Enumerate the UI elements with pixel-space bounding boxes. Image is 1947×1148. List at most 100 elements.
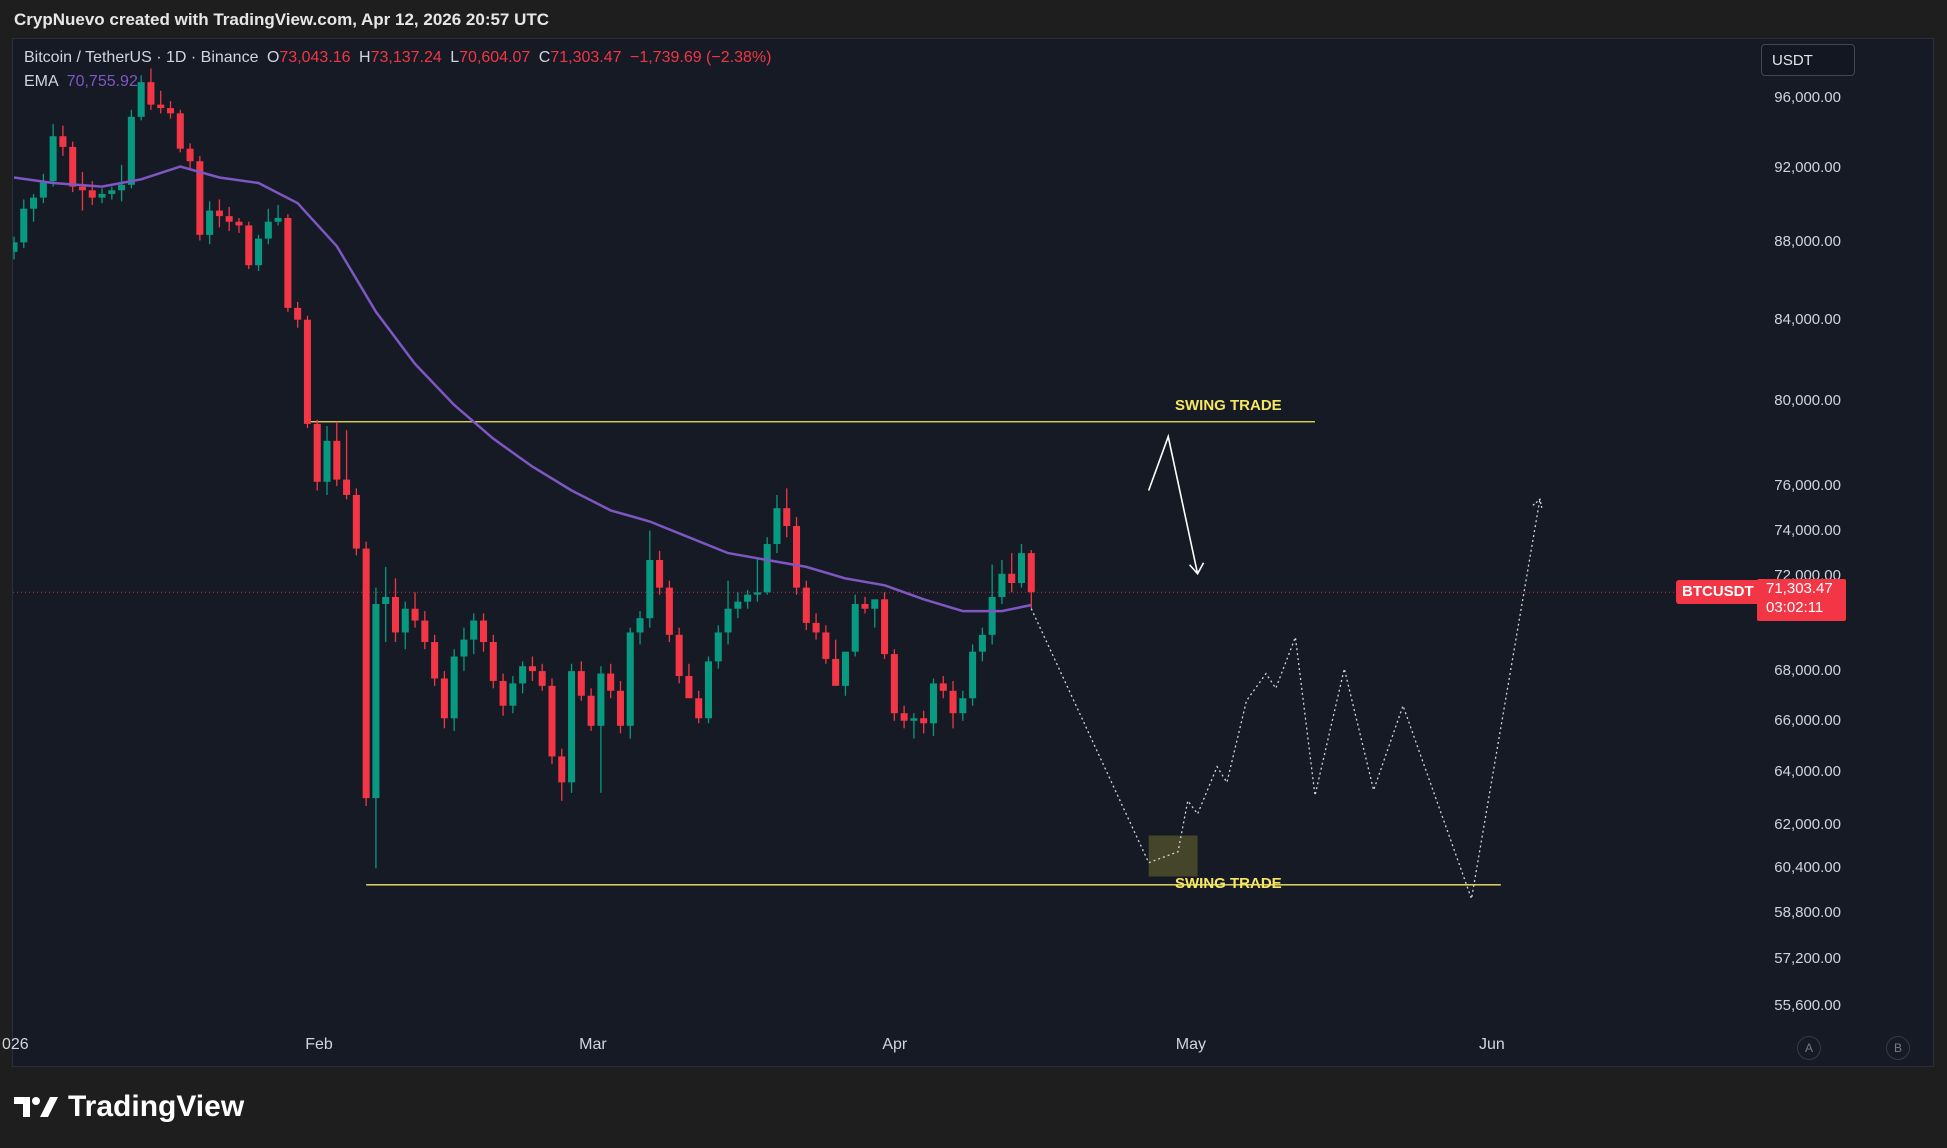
candle-body (264, 221, 272, 239)
time-axis-tick: May (1175, 1036, 1207, 1053)
price-axis-tick: 80,000.00 (1774, 391, 1841, 409)
last-price: 71,303.47 (1766, 580, 1833, 597)
candle-body (763, 544, 771, 593)
candle-body (607, 673, 615, 691)
time-axis-tick: Feb (305, 1036, 333, 1053)
price-axis-tick: 64,000.00 (1774, 762, 1841, 780)
candle-body (333, 440, 341, 480)
time-axis-tick: 026 (2, 1036, 29, 1053)
price-axis-tick: 84,000.00 (1774, 310, 1841, 328)
candle-body (802, 587, 810, 623)
candle-body (30, 197, 38, 209)
candle-body (832, 658, 840, 686)
ema-line (13, 165, 1032, 613)
candle-body (323, 440, 331, 482)
time-axis-tick: Jun (1479, 1036, 1505, 1053)
candle-body (294, 307, 302, 320)
candle-body (587, 695, 595, 726)
compare-b-button[interactable]: B (1886, 1036, 1910, 1060)
projected-path-arrowhead (1532, 498, 1543, 509)
candle-body (881, 599, 889, 655)
legend-open: 73,043.16 (279, 49, 351, 66)
candle-body (499, 680, 507, 706)
candle-body (969, 651, 977, 699)
candle-body (362, 548, 370, 799)
candle-body (313, 423, 321, 482)
tradingview-logo: TradingView (14, 1090, 244, 1124)
candle-body (382, 596, 390, 605)
candle-body (118, 184, 126, 191)
candle-body (186, 148, 194, 162)
price-axis-tick: 96,000.00 (1774, 88, 1841, 106)
candle-body (206, 210, 214, 235)
candle-body (890, 654, 898, 714)
candle-body (59, 136, 67, 147)
swing-trade-top-label: SWING TRADE (1175, 397, 1282, 414)
candle-body (861, 604, 869, 609)
candle-body (39, 181, 47, 198)
candle-body (166, 108, 175, 114)
candle-body (372, 604, 380, 799)
candle-body (421, 620, 429, 643)
compare-a-button[interactable]: A (1797, 1036, 1821, 1060)
candle-body (900, 713, 908, 721)
candle-body (78, 186, 86, 191)
legend-symbol[interactable]: Bitcoin / TetherUS · 1D · Binance (24, 49, 259, 66)
attribution-text: CrypNuevo created with TradingView.com, … (14, 10, 550, 29)
price-axis-tick: 55,600.00 (1774, 996, 1841, 1014)
candle-body (1017, 553, 1026, 584)
candle-body (998, 573, 1006, 597)
symbol-tag: BTCUSDT (1676, 580, 1760, 604)
candle-body (127, 116, 135, 185)
candle-body (616, 690, 624, 726)
swing-trade-arrowhead (1188, 562, 1205, 576)
currency-button[interactable]: USDT (1761, 44, 1855, 76)
candle-body (978, 634, 986, 652)
candle-body (157, 104, 165, 109)
candle-body (734, 601, 742, 609)
ema-label: EMA (24, 73, 59, 90)
candle-body (822, 632, 830, 659)
candle-body (910, 718, 918, 721)
legend-low-label: L (450, 49, 460, 66)
legend-open-label: O (266, 49, 280, 66)
candle-body (646, 559, 654, 619)
candle-body (920, 718, 928, 724)
legend-change: −1,739.69 (−2.38%) (629, 49, 772, 66)
candle-body (215, 210, 223, 217)
candle-body (695, 698, 703, 719)
candle-body (450, 656, 458, 719)
price-axis-tick: 58,800.00 (1774, 903, 1841, 921)
candle-body (440, 678, 448, 719)
candle-body (284, 217, 292, 308)
candle-body (783, 508, 791, 527)
candle-body (391, 596, 400, 633)
candle-body (656, 559, 664, 588)
price-axis-tick: 74,000.00 (1774, 521, 1841, 539)
candle-body (519, 666, 527, 684)
projected-path (1030, 499, 1541, 902)
price-axis-tick: 68,000.00 (1774, 662, 1841, 680)
chart-pane[interactable] (12, 38, 1934, 1067)
candle-body (509, 683, 517, 706)
ema-legend[interactable]: EMA 70,755.92 (24, 73, 138, 91)
candle-body (108, 190, 116, 194)
time-axis-tick: Apr (882, 1036, 908, 1053)
candle-body (460, 639, 468, 657)
candle-body (147, 82, 155, 105)
chart-legend: Bitcoin / TetherUS · 1D · Binance O73,04… (24, 49, 775, 67)
ema-value: 70,755.92 (66, 73, 138, 90)
candle-body (665, 587, 673, 635)
candle-body (793, 526, 801, 588)
candle-body (626, 632, 634, 726)
price-axis-tick: 57,200.00 (1774, 949, 1841, 967)
candle-body (225, 216, 233, 222)
candle-body (548, 685, 556, 757)
candle-body (13, 242, 18, 252)
candle-body (753, 592, 761, 595)
candle-body (851, 604, 859, 652)
time-axis-tick: Mar (579, 1036, 607, 1053)
candle-body (988, 596, 996, 635)
bar-countdown: 03:02:11 (1766, 599, 1824, 616)
